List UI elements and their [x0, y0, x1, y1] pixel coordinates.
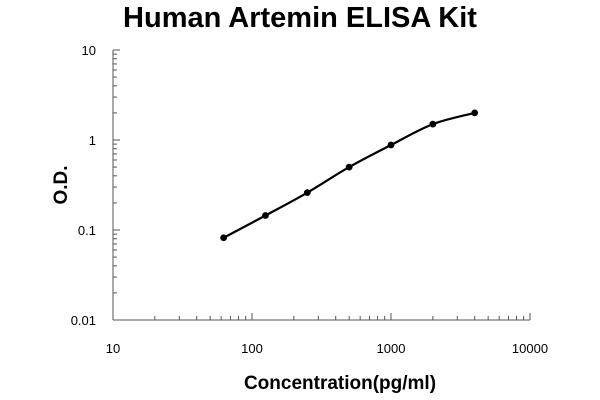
- y-tick-label: 0.01: [71, 313, 96, 328]
- y-tick-label: 0.1: [78, 223, 96, 238]
- series-line: [223, 111, 475, 239]
- data-point: [471, 109, 479, 117]
- data-point: [262, 212, 269, 219]
- plot-area: 10 100 1000 10000 0.01 0.1 1 10: [71, 43, 548, 356]
- data-point: [345, 163, 353, 171]
- x-tick-label: 10000: [512, 341, 548, 356]
- data-point: [220, 234, 228, 242]
- chart-title: Human Artemin ELISA Kit: [123, 2, 477, 34]
- x-tick-label: 10: [106, 341, 120, 356]
- x-tick-label: 100: [241, 341, 263, 356]
- y-tick-label: 1: [89, 133, 96, 148]
- y-tick-label: 10: [82, 43, 96, 58]
- data-point: [429, 120, 437, 128]
- y-axis-label: O.D.: [51, 165, 72, 204]
- data-point: [303, 189, 311, 197]
- data-point: [387, 141, 395, 149]
- x-axis-label: Concentration(pg/ml): [244, 373, 436, 394]
- x-tick-label: 1000: [377, 341, 406, 356]
